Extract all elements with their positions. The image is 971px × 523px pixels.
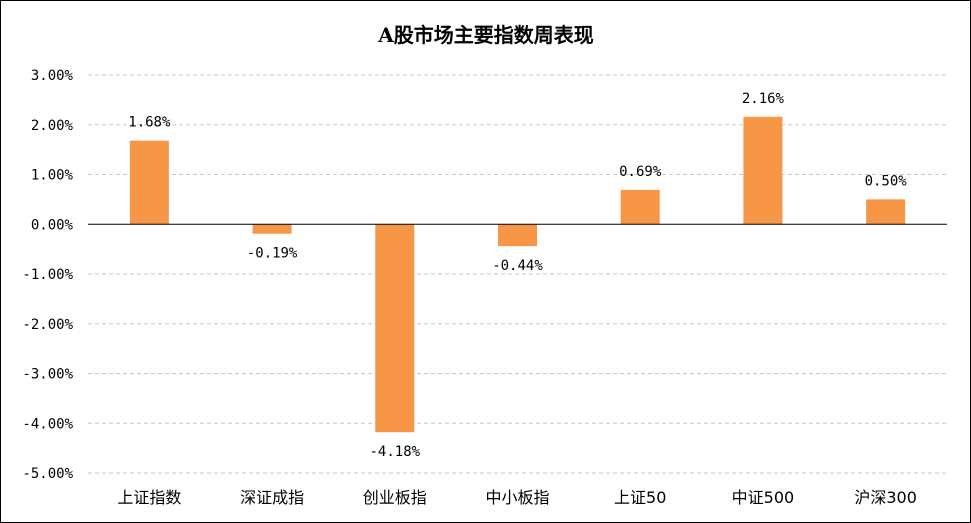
bar (498, 224, 537, 247)
y-axis-tick-labels: 3.00% 2.00% 1.00% 0.00% -1.00% -2.00% -3.00% -4… (22, 68, 73, 482)
data-label: -4.18% (369, 444, 420, 460)
x-category-label: 沪深300 (854, 488, 917, 507)
x-category-label: 创业板指 (363, 488, 427, 507)
y-tick-label: -1.00% (22, 267, 73, 283)
bar (620, 189, 660, 225)
y-tick-label: -4.00% (22, 416, 73, 432)
y-tick-label: 1.00% (31, 168, 74, 184)
x-category-label: 深证成指 (240, 488, 304, 507)
y-tick-label: -5.00% (22, 466, 73, 482)
y-tick-label: 0.00% (31, 217, 74, 233)
x-category-label: 中小板指 (485, 488, 549, 507)
data-label: 2.16% (742, 91, 785, 107)
data-label: 1.68% (128, 115, 171, 131)
data-label: 0.50% (865, 173, 908, 189)
bar (252, 224, 292, 234)
x-category-label: 上证50 (614, 488, 666, 507)
bar (375, 224, 415, 433)
y-tick-label: 2.00% (31, 118, 74, 134)
data-labels: 1.68% -0.19% -4.18% -0.44% 0.69% 2.16% 0.50% (128, 91, 907, 460)
gridlines (88, 74, 947, 474)
x-category-label: 上证指数 (117, 488, 181, 507)
x-axis-category-labels: 上证指数 深证成指 创业板指 中小板指 上证50 中证500 沪深300 (117, 488, 917, 507)
y-tick-label: -3.00% (22, 367, 73, 383)
y-tick-label: 3.00% (31, 68, 74, 84)
data-label: -0.44% (492, 258, 543, 274)
data-label: -0.19% (247, 246, 298, 262)
bar (743, 116, 783, 225)
chart-title: A股市场主要指数周表现 (377, 23, 594, 47)
bar (866, 199, 906, 225)
data-label: 0.69% (619, 164, 662, 180)
y-tick-label: -2.00% (22, 317, 73, 333)
bar (129, 140, 169, 225)
bars (129, 116, 906, 433)
x-category-label: 中证500 (732, 488, 795, 507)
